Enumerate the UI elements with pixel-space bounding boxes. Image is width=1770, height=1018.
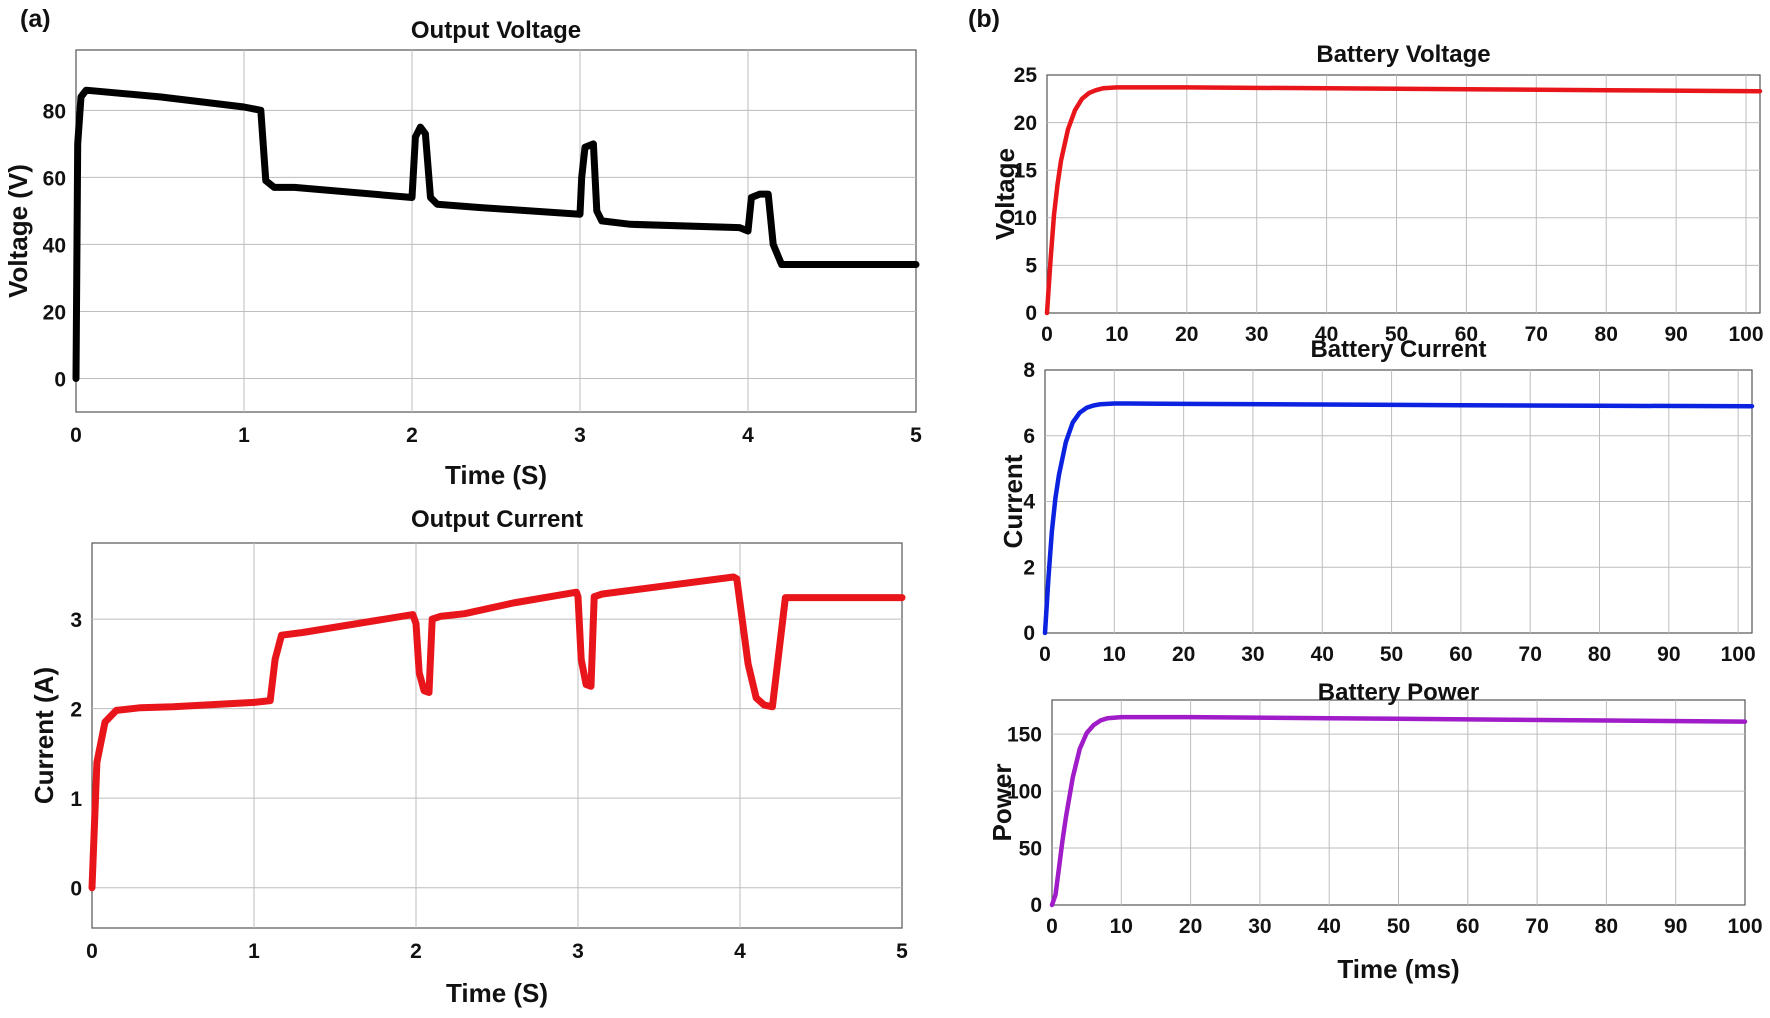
x-tick-label: 2 xyxy=(410,940,422,963)
x-axis-label: Time (ms) xyxy=(1337,954,1459,984)
y-tick-label: 0 xyxy=(1030,894,1042,917)
series-line-battery-current xyxy=(1042,401,1755,636)
x-tick-label: 80 xyxy=(1588,643,1611,666)
y-tick-label: 150 xyxy=(1007,723,1042,746)
x-tick-label: 10 xyxy=(1103,643,1126,666)
y-tick-label: 10 xyxy=(1014,207,1037,230)
x-tick-label: 30 xyxy=(1248,915,1271,938)
chart-output-voltage: 0 1 2 3 4 5 0 20 40 60 80 Output Voltage Time (S) Vol… xyxy=(3,17,922,490)
x-tick-label: 0 xyxy=(1039,643,1051,666)
x-tick-label: 1 xyxy=(238,424,250,447)
x-tick-label: 4 xyxy=(734,940,746,963)
series-line-battery-voltage xyxy=(1044,85,1763,316)
x-tick-label: 90 xyxy=(1664,915,1687,938)
y-tick-label: 20 xyxy=(43,301,66,324)
y-tick-label: 15 xyxy=(1014,159,1038,182)
x-tick-label: 0 xyxy=(1046,915,1058,938)
y-axis-label: Current (A) xyxy=(29,667,59,804)
chart-title: Battery Power xyxy=(1318,679,1479,706)
x-tick-label: 50 xyxy=(1385,323,1408,346)
x-tick-label: 80 xyxy=(1595,915,1618,938)
x-tick-label: 10 xyxy=(1105,323,1128,346)
x-tick-label: 0 xyxy=(86,940,98,963)
panel-label-a: (a) xyxy=(20,5,51,33)
y-tick-label: 2 xyxy=(70,699,82,722)
y-tick-label: 6 xyxy=(1023,425,1035,448)
chart-title: Output Voltage xyxy=(411,17,581,44)
chart-output-current: 0 1 2 3 4 5 0 1 2 3 Output Current Time (S) Current … xyxy=(29,506,908,1008)
x-tick-label: 90 xyxy=(1664,323,1687,346)
y-tick-label: 20 xyxy=(1014,112,1037,135)
y-tick-label: 0 xyxy=(1025,302,1037,325)
chart-battery-power: 0 10 20 30 40 50 60 70 80 90 100 0 50 100 150 Battery P… xyxy=(987,679,1763,984)
x-tick-label: 30 xyxy=(1245,323,1268,346)
y-axis-label: Power xyxy=(987,763,1017,841)
x-axis-label: Time (S) xyxy=(445,460,547,490)
x-tick-label: 80 xyxy=(1595,323,1618,346)
y-tick-label: 60 xyxy=(43,167,66,190)
x-tick-label: 100 xyxy=(1727,915,1762,938)
x-tick-label: 20 xyxy=(1172,643,1195,666)
x-tick-label: 20 xyxy=(1175,323,1198,346)
x-tick-label: 2 xyxy=(406,424,418,447)
x-tick-label: 60 xyxy=(1456,915,1479,938)
x-tick-label: 0 xyxy=(1041,323,1053,346)
plot-area xyxy=(1046,74,1761,314)
chart-title: Output Current xyxy=(411,506,583,533)
x-tick-label: 20 xyxy=(1179,915,1202,938)
x-tick-label: 3 xyxy=(572,940,584,963)
x-tick-label: 100 xyxy=(1721,643,1756,666)
x-tick-label: 5 xyxy=(896,940,908,963)
x-tick-label: 60 xyxy=(1449,643,1472,666)
x-tick-label: 70 xyxy=(1525,323,1548,346)
x-tick-label: 10 xyxy=(1110,915,1133,938)
chart-title: Battery Voltage xyxy=(1316,41,1490,68)
x-tick-label: 100 xyxy=(1728,323,1763,346)
plot-area xyxy=(91,542,903,929)
y-tick-label: 100 xyxy=(1007,780,1042,803)
panel-label-b: (b) xyxy=(968,5,1000,33)
x-tick-label: 40 xyxy=(1315,323,1338,346)
chart-title: Battery Current xyxy=(1310,336,1486,363)
x-tick-label: 40 xyxy=(1318,915,1341,938)
y-axis-label: Voltage xyxy=(990,148,1020,240)
x-axis-label: Time (S) xyxy=(446,978,548,1008)
series-line-output-current xyxy=(88,573,906,892)
chart-battery-voltage: 0 10 20 30 40 50 60 70 80 90 100 0 5 10 15 20 25 Battery … xyxy=(990,41,1764,346)
y-tick-label: 50 xyxy=(1019,837,1042,860)
chart-battery-current: 0 10 20 30 40 50 60 70 80 90 100 0 2 4 6 8 Battery Curre… xyxy=(998,336,1756,666)
x-tick-label: 30 xyxy=(1241,643,1264,666)
x-tick-label: 70 xyxy=(1525,915,1548,938)
x-tick-label: 5 xyxy=(910,424,922,447)
y-tick-label: 0 xyxy=(54,368,66,391)
y-tick-label: 25 xyxy=(1014,64,1038,87)
series-line-output-voltage xyxy=(72,86,920,382)
y-tick-label: 0 xyxy=(70,878,82,901)
x-tick-label: 50 xyxy=(1387,915,1410,938)
x-tick-label: 4 xyxy=(742,424,754,447)
y-tick-label: 40 xyxy=(43,234,66,257)
y-tick-label: 8 xyxy=(1023,359,1035,382)
y-tick-label: 3 xyxy=(70,609,82,632)
y-tick-label: 2 xyxy=(1023,556,1035,579)
x-tick-label: 0 xyxy=(70,424,82,447)
x-tick-label: 3 xyxy=(574,424,586,447)
y-tick-label: 80 xyxy=(43,100,66,123)
x-tick-label: 90 xyxy=(1657,643,1680,666)
x-tick-label: 1 xyxy=(248,940,260,963)
y-axis-label: Current xyxy=(998,454,1028,548)
y-tick-label: 1 xyxy=(70,788,82,811)
x-tick-label: 60 xyxy=(1455,323,1478,346)
y-tick-label: 5 xyxy=(1025,255,1037,278)
y-tick-label: 4 xyxy=(1023,491,1035,514)
series-line-battery-power xyxy=(1049,714,1748,908)
x-tick-label: 70 xyxy=(1519,643,1542,666)
x-tick-label: 40 xyxy=(1311,643,1334,666)
x-tick-label: 50 xyxy=(1380,643,1403,666)
y-tick-label: 0 xyxy=(1023,622,1035,645)
y-axis-label: Voltage (V) xyxy=(3,164,33,298)
